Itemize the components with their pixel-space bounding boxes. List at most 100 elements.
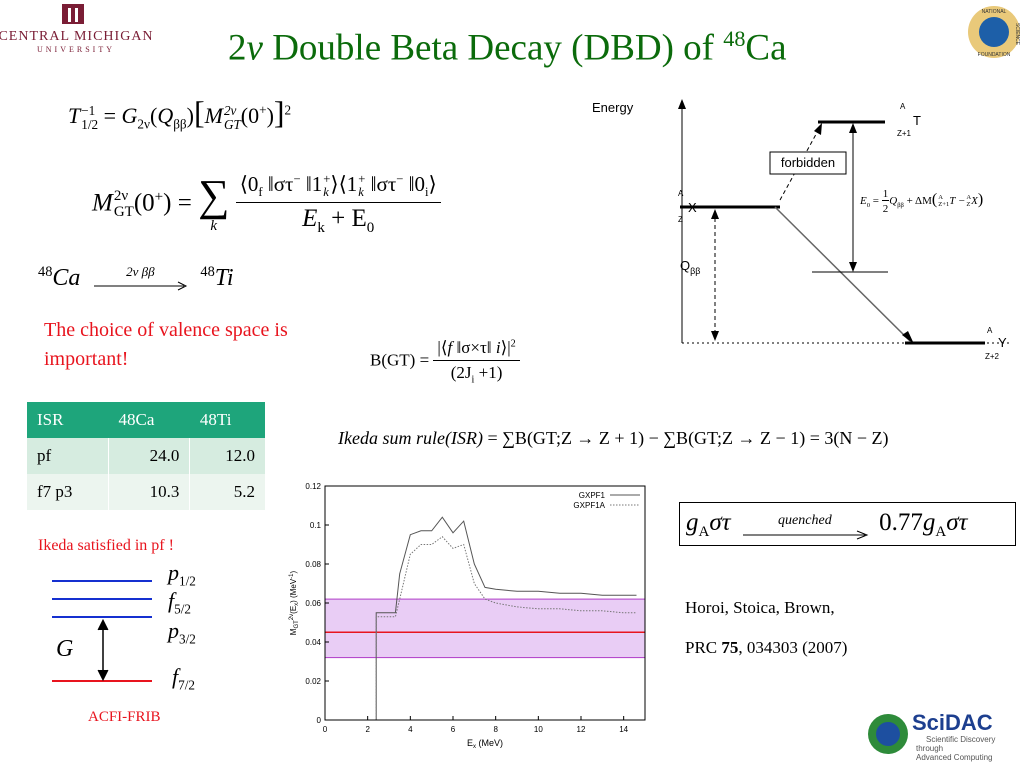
formula-token: ⟨0 — [239, 172, 259, 196]
formula-token: 1/2 — [179, 573, 196, 589]
formula-token: Z+1 — [938, 200, 950, 208]
decoration — [178, 281, 188, 291]
cell: f7 p3 — [37, 482, 73, 501]
formula-token: − — [396, 172, 404, 186]
decoration: 2ν GT — [113, 187, 134, 221]
formula-token: 5/2 — [174, 601, 191, 617]
y-tick-label: 0.06 — [305, 599, 321, 608]
formula-token: ) = — [163, 189, 192, 217]
formula-token: ‖1 — [300, 172, 323, 196]
y-tick-label: 0 — [317, 716, 322, 725]
formula-token: ββ — [173, 116, 187, 132]
x-tick-label: 6 — [451, 725, 456, 734]
nuclide-a: A — [900, 102, 906, 111]
formula-token: 3/2 — [179, 631, 196, 647]
y-tick-label: 0.12 — [305, 482, 321, 491]
formula-token: 2 — [284, 102, 292, 118]
formula-token: ( — [149, 103, 158, 128]
logo-text: Scientific Discovery — [926, 735, 995, 744]
formula-token: G — [121, 103, 138, 128]
cell: 10.3 — [107, 474, 190, 510]
q-label: Qββ — [680, 258, 700, 276]
table-row: pf 24.0 12.0 — [27, 438, 265, 474]
table-header: ISR 48Ca 48Ti — [27, 402, 265, 438]
formula-token: ) — [266, 103, 274, 128]
formula-token: 48 — [200, 264, 215, 280]
formula-token: p — [168, 560, 179, 585]
reference: PRC 75, 034303 (2007) — [685, 638, 847, 658]
formula-token: = — [872, 195, 879, 208]
formula-token: (0 — [240, 103, 260, 128]
formula-token: ‖στ — [365, 172, 397, 196]
formula-token: Q — [157, 103, 174, 128]
formula-token: Ikeda sum rule(ISR) — [338, 428, 483, 448]
e0-formula: E0 = 1 2 Qββ + ΔM(A Z+1 T − A Z X) — [860, 188, 983, 215]
formula-token: ⟩ — [428, 172, 437, 196]
formula-token: T − — [949, 195, 966, 208]
decoration: A Z+1 — [938, 194, 950, 209]
isr-table: ISR 48Ca 48Ti pf 24.0 12.0 f7 p3 10.3 5.2 — [27, 402, 265, 510]
formula-token: [ — [193, 94, 205, 130]
decoration: |⟨f ‖σ×τ‖ i⟩|2 — [433, 338, 520, 361]
bgt-formula: B(GT) = |⟨f ‖σ×τ‖ i⟩|2 (2Ji +1) — [370, 338, 520, 385]
decoration: + k — [358, 172, 365, 199]
x-tick-label: 8 — [493, 725, 498, 734]
formula-token: 2ν — [113, 187, 129, 204]
decoration: + k — [323, 172, 330, 199]
y-tick-label: 0.02 — [305, 677, 321, 686]
formula-token: A — [698, 524, 710, 540]
nuclide: X — [688, 200, 697, 215]
cmu-logo: CENTRAL MICHIGAN UNIVERSITY — [0, 4, 154, 54]
formula-token: M — [92, 189, 113, 217]
formula-token: , 034303 (2007) — [738, 638, 848, 657]
formula-token: M — [204, 103, 223, 128]
table-row: f7 p3 10.3 5.2 — [27, 474, 265, 510]
formula-token: +1) — [474, 363, 503, 382]
reaction: 48Ca 2ν ββ 48Ti — [38, 264, 234, 292]
formula-token: 2 — [510, 338, 516, 350]
nuclide-a: A — [987, 326, 993, 335]
quenching-box: gAστ quenched 0.77gAστ — [679, 502, 1016, 546]
label-part: 2ν — [289, 614, 295, 620]
x-axis-label: Ex (MeV) — [467, 738, 503, 750]
legend-label: GXPF1A — [573, 501, 605, 510]
logo-center — [979, 17, 1009, 47]
x-tick-label: 4 — [408, 725, 413, 734]
credit: ACFI-FRIB — [88, 709, 161, 725]
band — [324, 598, 646, 659]
formula-token: 2ν — [223, 103, 237, 119]
q-sub: ββ — [690, 266, 700, 276]
logo-icon — [75, 8, 78, 22]
title-part: Double Beta Decay (DBD) of — [262, 27, 724, 69]
y-tick-label: 0.04 — [305, 638, 321, 647]
nuclide-a: A — [678, 189, 684, 198]
gap-arrow-head — [97, 618, 109, 682]
formula-token: f — [258, 185, 263, 200]
logo-icon — [68, 8, 71, 22]
level-label: p3/2 — [168, 618, 196, 647]
formula-token: ) — [186, 103, 194, 128]
title-part: 2 — [228, 27, 247, 69]
cell: 12.0 — [189, 438, 265, 474]
formula-token: f — [447, 338, 453, 357]
ikeda-note: Ikeda satisfied in pf ! — [38, 537, 174, 554]
nsf-logo: NATIONAL SCIENCE FOUNDATION — [968, 6, 1020, 58]
formula-token: ) — [977, 191, 984, 209]
axis-label: Energy — [592, 100, 634, 115]
formula-token: G — [56, 636, 74, 662]
header-cell: 48Ti — [199, 410, 232, 429]
x-tick-label: 12 — [577, 725, 586, 734]
label-part: ) — [289, 570, 298, 573]
valence-note: The choice of valence space is important… — [44, 319, 288, 370]
formula-token: 2 — [882, 203, 889, 215]
label-part: -1 — [289, 573, 295, 579]
formula-token: = — [103, 103, 117, 128]
formula-token: k — [210, 218, 218, 235]
decoration: 2ν ββ — [92, 264, 188, 292]
formula-token: GT — [113, 203, 134, 220]
x-tick-label: 10 — [534, 725, 543, 734]
logo-text: CENTRAL MICHIGAN — [0, 29, 154, 44]
decay-path — [774, 206, 911, 342]
matrix-element-formula: M 2ν GT (0+) = ∑ k ⟨0f ‖στ− ‖1 + k ⟩⟨1 + k ‖στ− ‖… — [92, 172, 441, 237]
decoration: 2ν GT — [224, 104, 241, 132]
